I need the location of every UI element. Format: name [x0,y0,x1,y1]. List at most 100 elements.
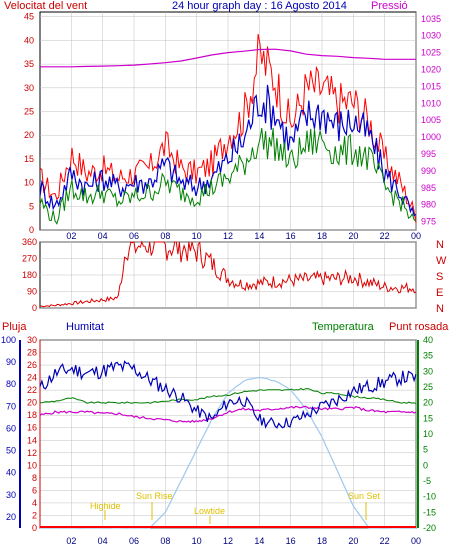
time-tick-label: 12 [223,536,233,546]
temp-grid [40,339,417,529]
time-tick-label: 02 [66,231,76,241]
temperature-tick-label: -10 [423,492,436,502]
pressure-tick-label: 1015 [421,81,441,91]
temperature-title: Temperatura [312,321,375,333]
temperature-tick-label: 35 [423,351,433,361]
time-tick-label: 12 [223,231,233,241]
wind-speed-axis: 0 5 10 15 20 25 30 35 40 45 [24,12,34,235]
temperature-tick-label: -15 [423,507,436,517]
time-tick-label: 00 [411,536,421,546]
rain-tick-label: 28 [27,348,37,358]
dir-label-e: E [436,287,443,299]
time-tick-label: 04 [98,536,108,546]
humidity-tick-label: 80 [6,379,16,389]
dewpoint-title: Punt rosada [389,321,449,333]
rain-tick-label: 26 [27,360,37,370]
time-tick-label: 00 [411,231,421,241]
rain-tick-label: 22 [27,385,37,395]
annotation-sunrise: Sun Rise [136,491,173,501]
rain-tick-label: 2 [32,510,37,520]
direction-tick-label: 270 [22,254,37,264]
wind-tick-label: 0 [29,225,34,235]
wind-tick-label: 30 [24,83,34,93]
temperature-line [39,387,417,404]
time-tick-label: 20 [348,231,358,241]
wind-direction-line [39,240,417,308]
time-tick-label: 06 [129,536,139,546]
temperature-tick-label: 0 [423,460,428,470]
pressure-tick-label: 1020 [421,64,441,74]
rain-tick-label: 24 [27,373,37,383]
rain-tick-label: 20 [27,398,37,408]
direction-tick-label: 360 [22,237,37,247]
dir-label-n2: N [436,303,444,315]
time-axis-top: 02 04 06 08 10 12 14 16 18 20 22 00 [66,231,421,241]
pressure-line [40,48,416,68]
humidity-line [39,360,417,429]
time-tick-label: 06 [129,231,139,241]
rain-tick-label: 14 [27,435,37,445]
time-tick-label: 18 [317,231,327,241]
dir-label-w: W [436,255,447,267]
direction-tick-label: 90 [27,287,37,297]
wind-tick-label: 15 [24,154,34,164]
humidity-tick-label: 20 [6,512,16,522]
time-tick-label: 04 [98,231,108,241]
direction-series [39,240,417,308]
temperature-tick-label: -20 [423,523,436,533]
annotation-hightide: Highide [90,501,121,511]
pressure-axis: 975 980 985 990 995 1000 1005 1010 1015 1020 1025 1… [421,14,441,227]
direction-tick-label: 180 [22,270,37,280]
humidity-tick-label: 90 [6,357,16,367]
time-tick-label: 22 [380,536,390,546]
wind-tick-label: 5 [29,201,34,211]
wind-tick-label: 25 [24,107,34,117]
pressure-tick-label: 1035 [421,14,441,24]
time-tick-label: 14 [254,231,264,241]
time-tick-label: 14 [254,536,264,546]
rain-tick-label: 18 [27,410,37,420]
annotation-lowtide: Lowtide [194,506,225,516]
wind-tick-label: 45 [24,12,34,22]
temperature-tick-label: 40 [423,335,433,345]
humidity-tick-label: 60 [6,423,16,433]
wind-speed-title: Velocitat del vent [4,0,87,12]
rain-tick-label: 8 [32,473,37,483]
temperature-tick-label: -5 [423,476,431,486]
temperature-tick-label: 15 [423,413,433,423]
humidity-tick-label: 40 [6,468,16,478]
pressure-tick-label: 990 [421,166,436,176]
humidity-tick-label: 70 [6,401,16,411]
pressure-tick-label: 995 [421,149,436,159]
temperature-tick-label: 5 [423,445,428,455]
direction-degree-axis: 0 90 180 270 360 [22,237,37,313]
wind-tick-label: 40 [24,35,34,45]
wind-tick-label: 35 [24,59,34,69]
time-tick-label: 10 [192,231,202,241]
direction-tick-label: 0 [32,303,37,313]
humidity-tick-label: 50 [6,446,16,456]
rain-tick-label: 12 [27,448,37,458]
wind-tick-label: 10 [24,178,34,188]
time-tick-label: 22 [380,231,390,241]
time-tick-label: 08 [160,536,170,546]
sun-curve [39,376,417,529]
wind-low-line [39,127,417,225]
humidity-axis: 20 30 40 50 60 70 80 90 100 [1,335,16,522]
pressure-tick-label: 1025 [421,48,441,58]
temperature-tick-label: 25 [423,382,433,392]
pressure-tick-label: 1010 [421,98,441,108]
time-axis-bottom: 02 04 06 08 10 12 14 16 18 20 22 00 [66,536,421,546]
humidity-tick-label: 100 [1,335,16,345]
wind-average-line [39,84,417,217]
rain-tick-label: 16 [27,423,37,433]
humidity-tick-label: 30 [6,490,16,500]
temperature-axis: -20 -15 -10 -5 0 5 10 15 20 25 30 35 40 [423,335,436,533]
time-tick-label: 08 [160,231,170,241]
temperature-tick-label: 30 [423,366,433,376]
wind-series [39,33,417,225]
dir-label-s: S [436,271,443,283]
wind-grid [40,12,417,231]
